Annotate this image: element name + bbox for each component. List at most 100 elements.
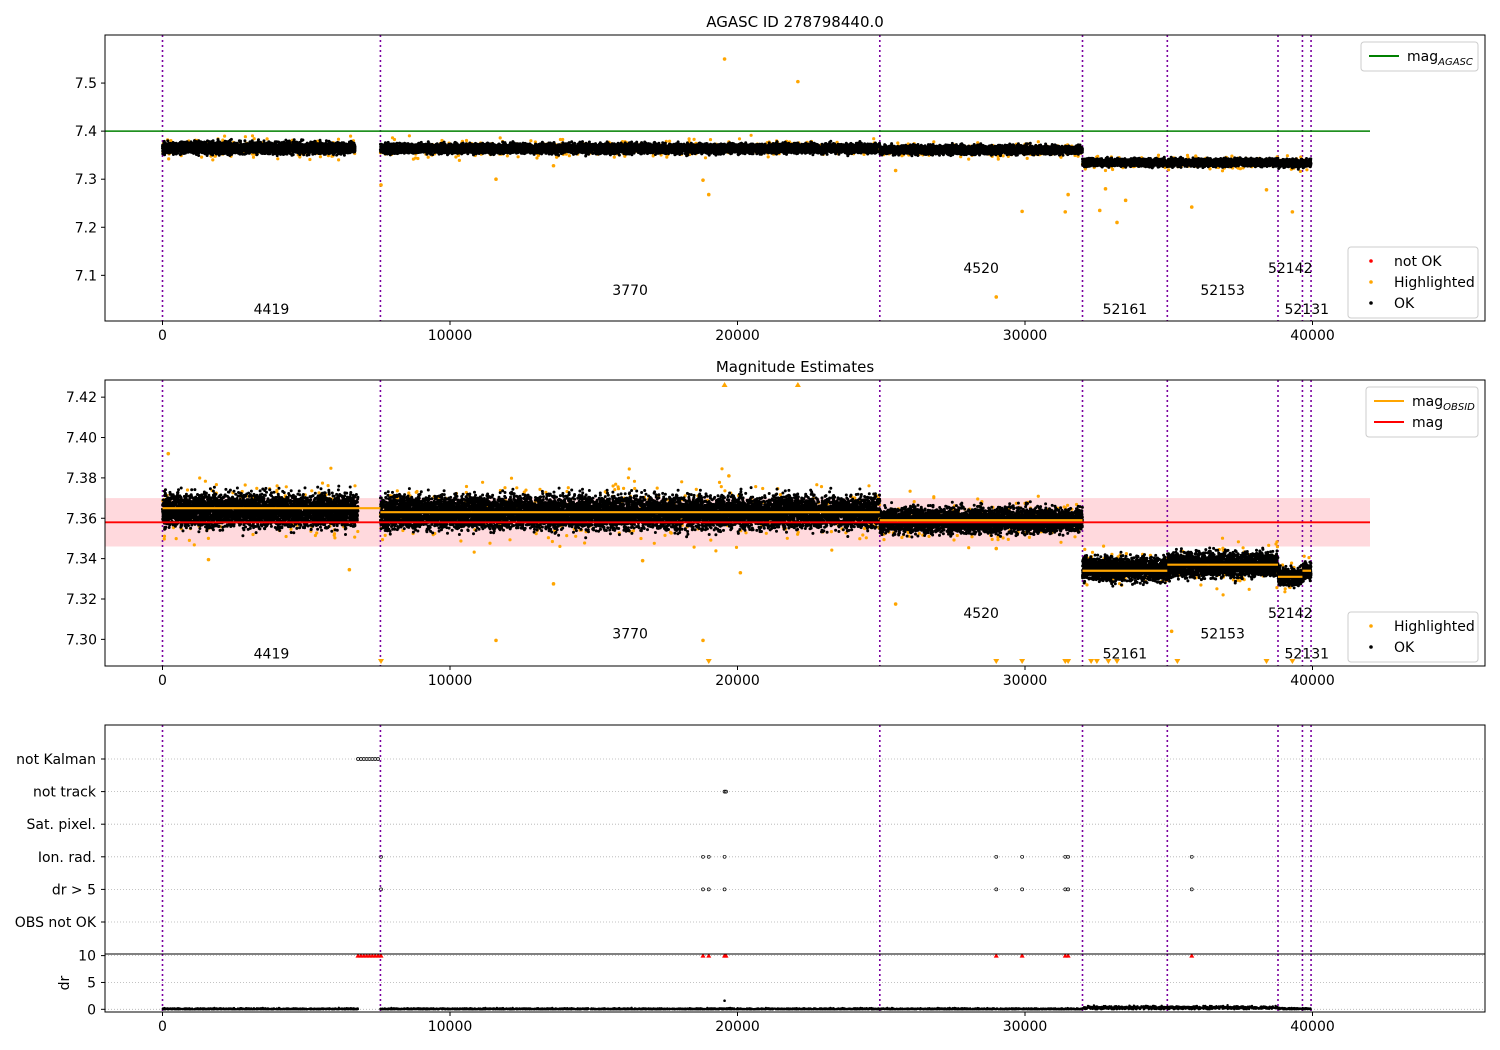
flag-marker (1066, 887, 1070, 892)
x-tick-label: 0 (158, 1019, 167, 1035)
legend-label: OK (1394, 640, 1415, 656)
highlighted-point (166, 451, 171, 456)
highlighted-point (1115, 220, 1119, 225)
legend-label: not OK (1394, 254, 1442, 270)
obsid-label: 52153 (1200, 283, 1245, 299)
out-of-range-down-marker (1289, 659, 1296, 664)
legend-marker-swatch (1369, 259, 1373, 263)
legend-label: Highlighted (1394, 275, 1475, 291)
y-tick-label: 7.34 (66, 552, 97, 568)
ok-points (1276, 157, 1313, 171)
obsid-label: 4520 (963, 606, 999, 622)
y-tick-label: 10 (78, 949, 96, 965)
highlighted-point (994, 295, 999, 299)
flag-label: Ion. rad. (38, 850, 96, 866)
out-of-range-down-marker (1174, 659, 1181, 664)
highlighted-point (701, 638, 705, 643)
flag-marker (722, 887, 727, 892)
dr-points (1276, 1006, 1312, 1011)
flag-marker (701, 854, 705, 859)
dr-points (379, 1006, 1084, 1011)
legend-box (1360, 41, 1479, 72)
out-of-range-down-marker (1263, 659, 1270, 664)
highlighted-points (378, 467, 882, 554)
dr-high-marker (1019, 954, 1025, 958)
obsid-label: 52161 (1103, 646, 1148, 662)
plot-area (105, 954, 1485, 1012)
highlighted-point (701, 178, 705, 182)
dr-points (1081, 1004, 1280, 1011)
out-of-range-down-marker (1114, 659, 1120, 664)
flag-label: OBS not OK (15, 915, 97, 931)
flag-marker (722, 789, 727, 794)
flag-marker (1020, 887, 1024, 892)
highlighted-point (738, 570, 743, 575)
y-tick-label: 7.36 (66, 511, 97, 527)
y-tick-label: 7.1 (75, 268, 97, 284)
x-tick-label: 40000 (1290, 328, 1335, 344)
y-tick-label: 7.38 (66, 471, 97, 487)
x-tick-label: 40000 (1290, 673, 1335, 689)
legend-marker-swatch (1369, 301, 1373, 305)
ok-points (161, 484, 360, 538)
flag-marker (706, 887, 711, 892)
panel-flags: not Kalman not track Sat. pixel. Ion. rad. d… (15, 724, 1486, 955)
obsid-label: 3770 (612, 283, 648, 299)
y-tick-label: 7.42 (66, 390, 97, 406)
legend-box (1347, 246, 1479, 319)
out-of-range-down-marker (993, 659, 1000, 664)
highlighted-point (727, 474, 731, 478)
out-of-range-down-marker (1105, 659, 1112, 664)
panel2-title: Magnitude Estimates (716, 358, 874, 376)
legend-marker-swatch (1369, 624, 1373, 628)
highlighted-point (1103, 187, 1108, 191)
obsid-label: 4520 (963, 261, 999, 277)
flag-marker (706, 854, 711, 859)
dr-high-marker (1065, 954, 1071, 958)
y-tick-label: 5 (87, 975, 96, 991)
highlighted-point (1189, 205, 1194, 209)
x-tick-label: 0 (158, 328, 167, 344)
dr-high-marker (1189, 954, 1195, 958)
out-of-range-down-marker (1065, 659, 1072, 664)
obsid-label: 52131 (1284, 302, 1329, 318)
chart-title: AGASC ID 278798440.0 (706, 13, 884, 31)
flag-marker (994, 887, 999, 892)
highlighted-point (722, 57, 727, 61)
obsid-label: 4419 (254, 646, 290, 662)
highlighted-point (893, 602, 898, 606)
highlighted-point (1169, 629, 1174, 634)
flag-marker (701, 887, 705, 892)
legend-marker-swatch (1369, 645, 1373, 649)
dr-axis-label: dr (57, 975, 73, 990)
out-of-range-up-marker (721, 382, 728, 387)
out-of-range-down-marker (1088, 659, 1095, 664)
highlighted-point (494, 177, 498, 182)
highlighted-point (1020, 209, 1024, 214)
y-tick-label: 7.3 (75, 172, 97, 188)
ok-points (1081, 155, 1280, 170)
panel-agasc-magnitude: 4419 3770 4520 52161 52153 52142 52131 0 10000 20… (75, 34, 1486, 344)
out-of-range-down-marker (1093, 659, 1100, 664)
x-tick-label: 20000 (715, 328, 760, 344)
highlighted-point (1066, 192, 1070, 197)
y-tick-label: 7.2 (75, 220, 97, 236)
panel-dr: 0 5 10 dr 0 10000 20000 30000 40000 (57, 949, 1486, 1035)
y-tick-label: 7.5 (75, 76, 97, 92)
dr-high-marker (700, 954, 706, 958)
legend-label: mag (1412, 415, 1443, 431)
panel-magnitude-estimates: 4419 3770 4520 52161 52153 52142 52131 0 10000 20… (66, 379, 1486, 689)
ok-points (378, 139, 882, 158)
plot-area: 4419 3770 4520 52161 52153 52142 52131 (105, 380, 1370, 666)
y-tick-label: 0 (87, 1002, 96, 1018)
flag-marker (724, 789, 728, 794)
dr-points (161, 1006, 360, 1011)
flag-label: dr > 5 (52, 882, 96, 898)
x-tick-label: 30000 (1003, 673, 1048, 689)
axes-frame (104, 34, 1486, 322)
flag-marker (376, 757, 380, 761)
dr-high-marker (993, 954, 999, 958)
highlighted-point (994, 546, 999, 551)
legend-box (1347, 611, 1479, 663)
